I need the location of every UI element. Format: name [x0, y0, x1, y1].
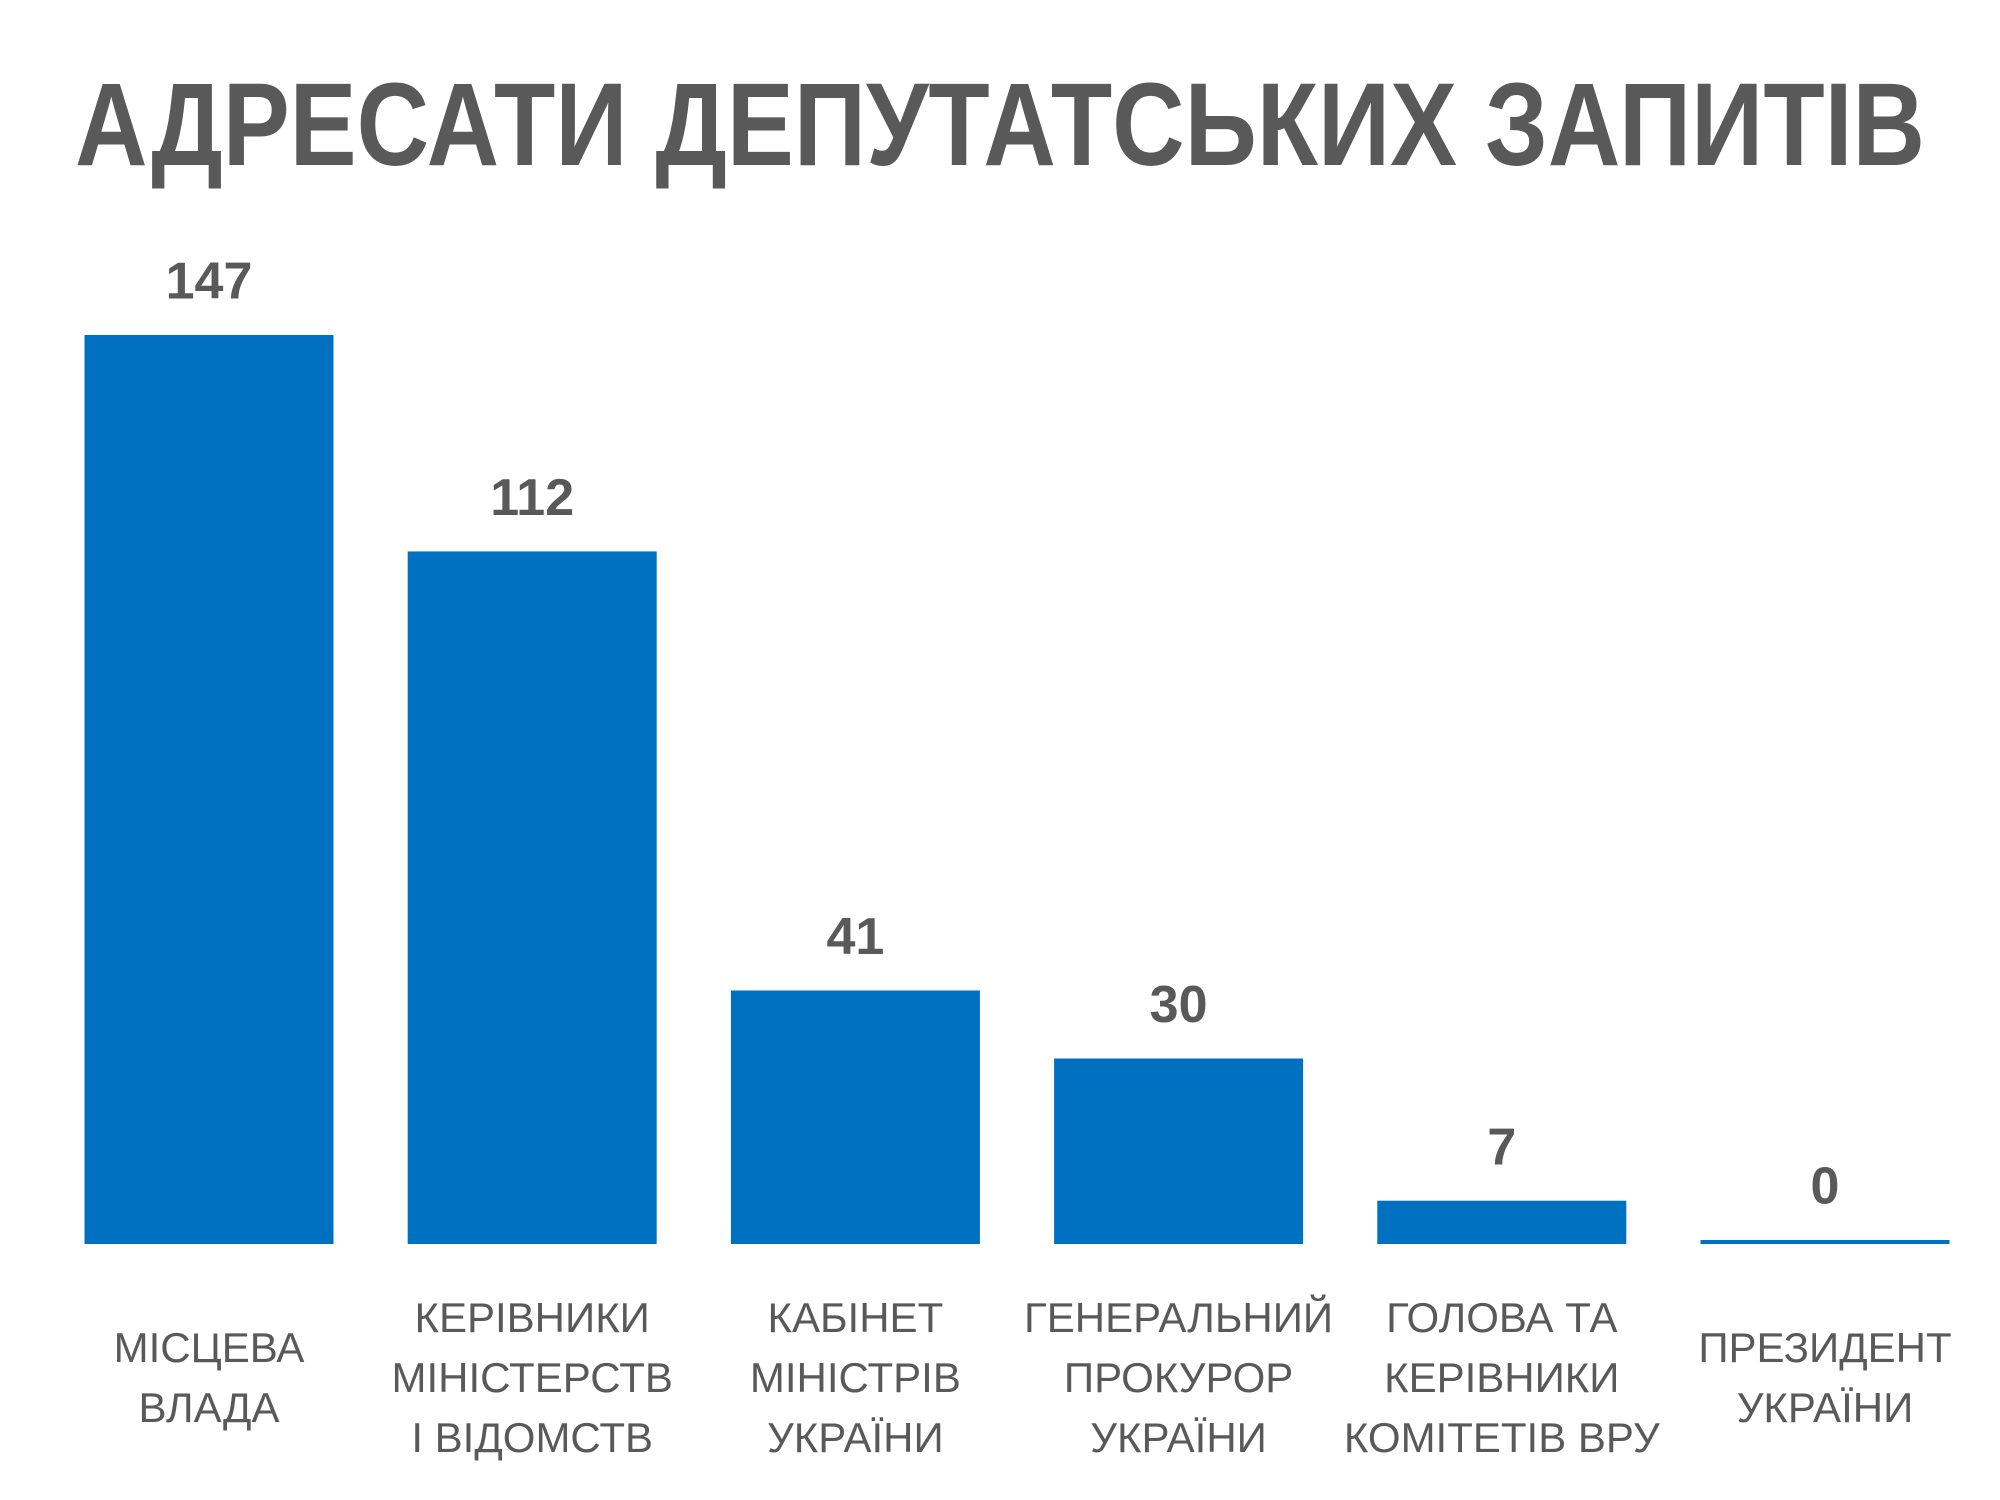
bar [1054, 1058, 1304, 1244]
bar [1377, 1200, 1627, 1244]
category-label: КАБІНЕТ МІНІСТРІВ УКРАЇНИ [749, 1293, 961, 1461]
bar [730, 990, 980, 1244]
value-label: 112 [490, 469, 574, 527]
category-label: МІСЦЕВА ВЛАДА [113, 1323, 305, 1431]
category-label: КЕРІВНИКИ МІНІСТЕРСТВ І ВІДОМСТВ [391, 1293, 673, 1461]
chart-title: АДРЕСАТИ ДЕПУТАТСЬКИХ ЗАПИТІВ [75, 59, 1925, 191]
bar [1700, 1240, 1950, 1244]
bar [407, 551, 657, 1244]
value-label: 30 [1150, 976, 1208, 1034]
category-label: ГЕНЕРАЛЬНИЙ ПРОКУРОР УКРАЇНИ [1024, 1293, 1334, 1461]
bar [84, 335, 334, 1244]
value-label: 7 [1487, 1118, 1516, 1176]
category-label: ГОЛОВА ТА КЕРІВНИКИ КОМІТЕТІВ ВРУ [1343, 1293, 1660, 1461]
category-label: ПРЕЗИДЕНТ УКРАЇНИ [1698, 1323, 1952, 1431]
value-label: 41 [826, 908, 884, 966]
value-label: 0 [1811, 1158, 1840, 1216]
value-label: 147 [166, 253, 253, 311]
